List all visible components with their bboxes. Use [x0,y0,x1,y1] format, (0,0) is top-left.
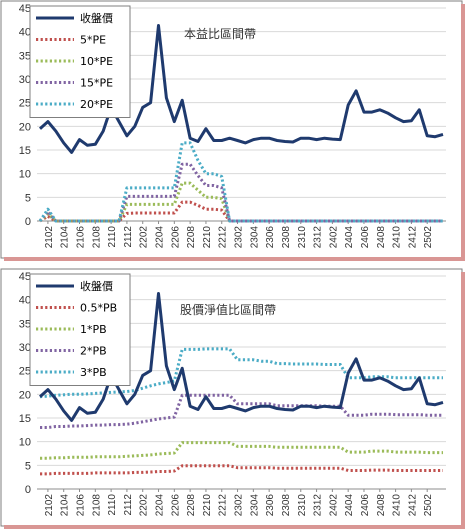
chart-frame-shadow [4,257,465,261]
y-tick-label: 0 [25,216,31,228]
legend-box [29,5,131,118]
legend-label: 0.5*PB [80,302,117,315]
pb-series-line-1pb [40,441,443,460]
y-tick-label: 20 [19,389,31,401]
x-tick-label: 2402 [328,494,339,517]
y-tick-label: 30 [19,342,31,354]
x-tick-label: 2208 [186,226,197,249]
y-tick-label: 30 [19,74,31,86]
y-tick-label: 35 [19,50,31,62]
legend-label: 收盤價 [80,11,113,25]
x-tick-label: 2104 [60,226,71,249]
y-tick-label: 20 [19,121,31,133]
x-tick-label: 2212 [218,494,229,517]
x-tick-label: 2112 [123,494,134,516]
pb-series-line-2pb [40,393,443,429]
x-tick-label: 2410 [392,494,403,517]
pb-band-chart: 0 5 10 15 20 25 30 35 40 45 2102 2104 2106 2108 2110 21… [0,268,465,529]
x-tick-label: 2502 [423,226,434,249]
x-tick-label: 2306 [265,494,276,517]
legend-label: 5*PE [80,34,106,47]
y-tick-label: 45 [19,3,31,15]
x-tick-label: 2102 [44,226,55,249]
x-tick-label: 2310 [297,226,308,249]
x-tick-label: 2310 [297,494,308,517]
y-tick-label: 35 [19,318,31,330]
x-tick-label: 2308 [281,226,292,249]
y-tick-label: 0 [25,484,31,496]
x-tick-label: 2308 [281,494,292,517]
x-tick-label: 2408 [376,494,387,517]
x-tick-label: 2202 [139,226,150,249]
legend-label: 15*PE [80,77,113,90]
x-tick-label: 2108 [91,494,102,517]
pb-series-line- [38,292,444,422]
x-tick-label: 2304 [249,494,260,517]
legend-label: 收盤價 [80,279,113,293]
x-tick-label: 2110 [107,226,118,248]
legend-label: 10*PE [80,55,113,68]
x-tick-label: 2112 [123,226,134,248]
pe-series-line-20pe [38,141,443,223]
x-tick-label: 2106 [76,494,87,517]
x-tick-label: 2312 [313,226,324,249]
pe-series-line-15pe [38,162,443,223]
x-tick-label: 2202 [139,494,150,517]
x-tick-label: 2312 [313,494,324,517]
legend-label: 3*PB [80,366,107,379]
x-tick-label: 2204 [155,494,166,517]
x-tick-label: 2306 [265,226,276,249]
chart-frame-shadow [461,4,465,261]
y-tick-label: 45 [19,271,31,283]
x-tick-label: 2212 [218,226,229,249]
legend-label: 2*PB [80,345,107,358]
x-tick-label: 2206 [170,226,181,249]
x-tick-label: 2410 [392,226,403,249]
y-tick-label: 15 [19,145,31,157]
x-tick-label: 2502 [423,494,434,517]
legend-label: 20*PE [80,98,113,111]
pb-band-chart-panel: 0 5 10 15 20 25 30 35 40 45 2102 2104 2106 2108 2110 21… [0,268,466,530]
y-tick-label: 10 [19,437,31,449]
x-tick-label: 2110 [107,494,118,516]
chart-title: 股價淨值比區間帶 [180,302,276,317]
chart-title: 本益比區間帶 [184,27,256,41]
y-tick-label: 5 [25,192,31,204]
pe-band-chart-panel: 0 5 10 15 20 25 30 35 40 45 2102 2104 2106 2108 2110 21… [0,0,466,262]
y-tick-label: 10 [19,169,31,181]
x-tick-label: 2412 [407,226,418,249]
x-tick-label: 2304 [249,226,260,249]
legend-label: 1*PB [80,323,107,336]
y-tick-label: 15 [19,413,31,425]
y-tick-label: 25 [19,98,31,110]
chart-frame-shadow [461,272,465,529]
chart-frame-shadow [4,525,465,529]
x-tick-label: 2106 [76,226,87,249]
x-tick-label: 2406 [360,494,371,517]
pe-series-line- [38,24,444,154]
pb-series-line-0.5pb [40,464,443,476]
x-tick-label: 2404 [344,226,355,249]
x-tick-label: 2406 [360,226,371,249]
x-tick-label: 2408 [376,226,387,249]
x-tick-label: 2208 [186,494,197,517]
x-tick-label: 2302 [234,226,245,249]
x-tick-label: 2302 [234,494,245,517]
x-tick-label: 2108 [91,226,102,249]
x-tick-label: 2402 [328,226,339,249]
x-tick-label: 2412 [407,494,418,517]
y-tick-label: 40 [19,27,31,39]
x-tick-label: 2210 [202,494,213,517]
x-tick-label: 2210 [202,226,213,249]
x-tick-label: 2204 [155,226,166,249]
pe-band-chart: 0 5 10 15 20 25 30 35 40 45 2102 2104 2106 2108 2110 21… [0,0,465,261]
y-tick-label: 40 [19,295,31,307]
x-tick-label: 2206 [170,494,181,517]
y-tick-label: 25 [19,366,31,378]
x-tick-label: 2102 [44,494,55,517]
y-tick-label: 5 [25,460,31,472]
x-tick-label: 2404 [344,494,355,517]
x-tick-label: 2104 [60,494,71,517]
